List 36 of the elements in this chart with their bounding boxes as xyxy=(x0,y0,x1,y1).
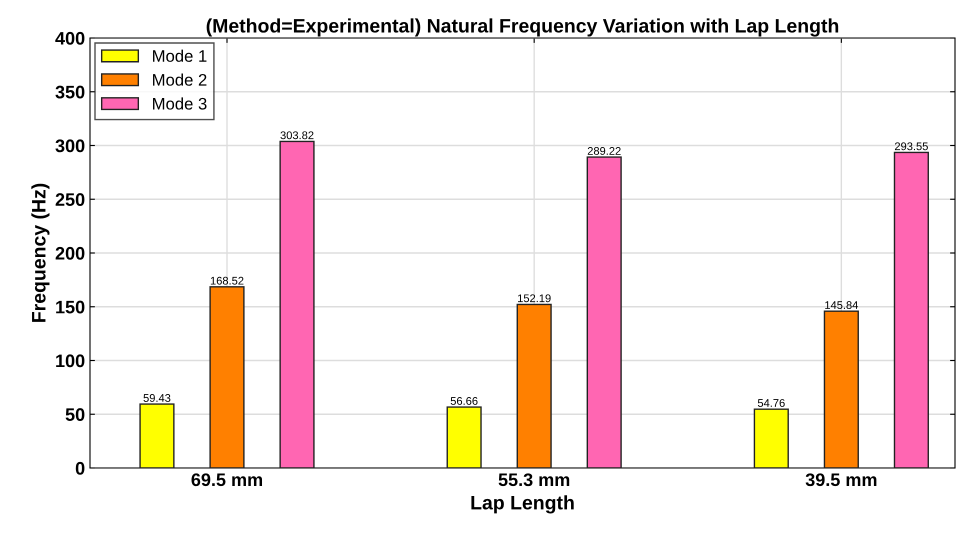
bar xyxy=(516,304,552,468)
y-tick-label: 300 xyxy=(55,139,84,152)
data-label: 293.55 xyxy=(894,142,928,150)
y-tick-label: 400 xyxy=(55,32,84,45)
x-axis-title: Lap Length xyxy=(471,495,574,514)
x-tick-label: 55.3 mm xyxy=(498,473,570,486)
data-label: 54.76 xyxy=(758,399,785,407)
bar xyxy=(209,286,245,468)
data-label: 289.22 xyxy=(588,147,621,155)
bar xyxy=(446,406,482,468)
legend-label: Mode 1 xyxy=(153,50,206,62)
legend-label: Mode 2 xyxy=(153,74,206,86)
y-tick-label: 250 xyxy=(56,193,84,206)
bar xyxy=(139,403,175,468)
x-tick-label: 39.5 mm xyxy=(806,473,876,486)
data-label: 145.84 xyxy=(825,301,858,310)
y-tick-label: 200 xyxy=(56,246,84,260)
data-label: 59.43 xyxy=(144,394,170,402)
bar xyxy=(754,408,789,468)
x-tick-label: 69.5 mm xyxy=(192,473,262,486)
bar xyxy=(279,140,315,468)
data-label: 168.52 xyxy=(210,276,244,285)
bar xyxy=(824,310,859,468)
y-tick-label: 350 xyxy=(55,86,84,98)
bar xyxy=(894,152,929,468)
y-tick-label: 50 xyxy=(66,408,84,421)
y-axis-title: Frequency (Hz) xyxy=(31,184,50,322)
data-label: 152.19 xyxy=(518,294,551,302)
legend-label: Mode 3 xyxy=(153,97,207,110)
chart-title: (Method=Experimental) Natural Frequency Variation with Lap Length xyxy=(206,18,838,37)
bar xyxy=(586,156,622,468)
y-tick-label: 150 xyxy=(56,300,84,314)
y-tick-label: 0 xyxy=(76,462,84,475)
y-tick-label: 100 xyxy=(56,354,84,368)
data-label: 303.82 xyxy=(280,131,314,140)
data-label: 56.66 xyxy=(450,397,478,405)
